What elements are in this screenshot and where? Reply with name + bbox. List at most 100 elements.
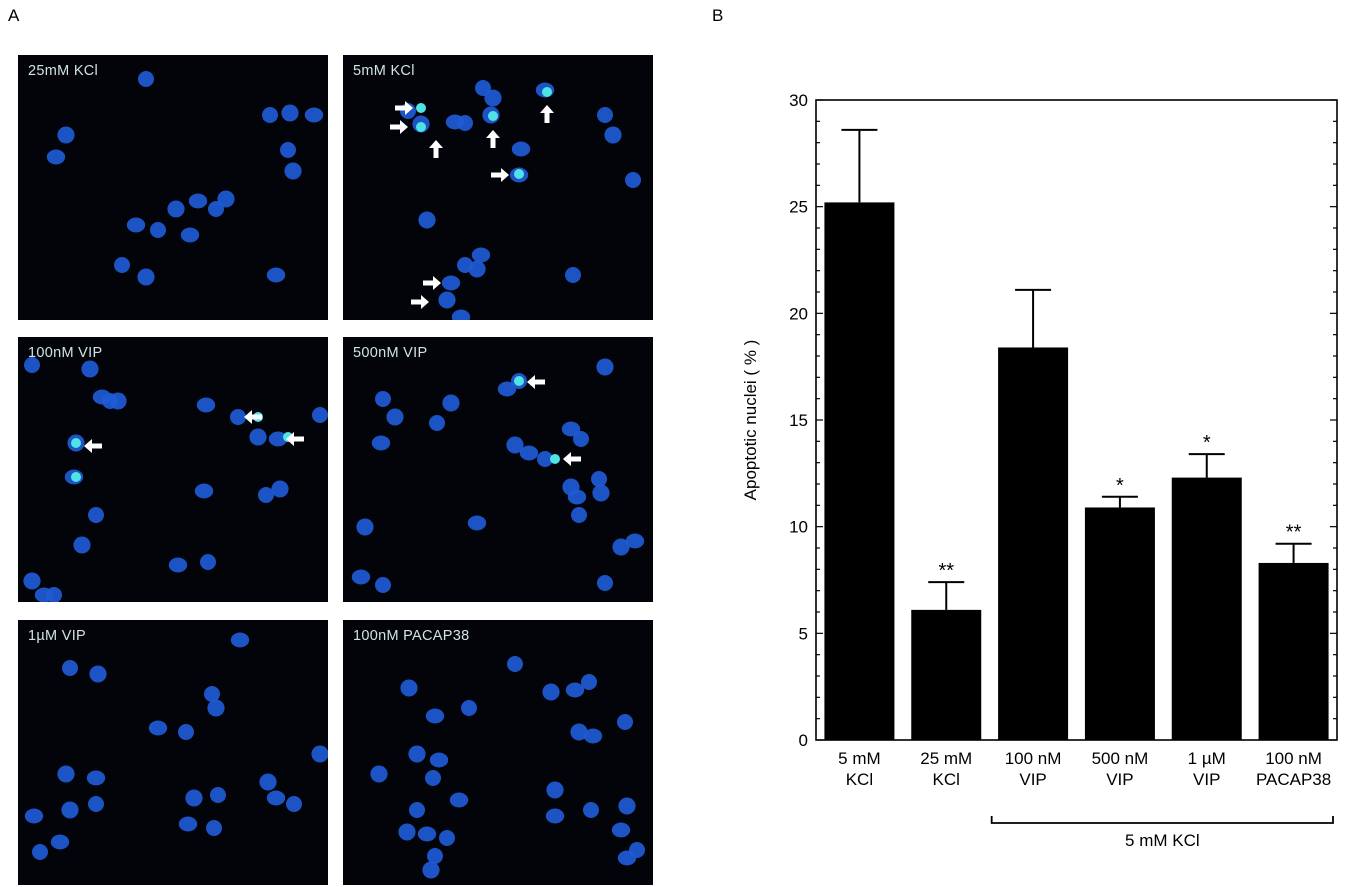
nucleus <box>168 557 188 573</box>
panel-label-b: B <box>712 6 724 25</box>
nucleus <box>194 483 214 499</box>
bar-chart: 0 5 10 15 20 25 30 Apoptotic nuclei ( % ) 5 mM KC… <box>741 91 1338 850</box>
bar <box>824 202 895 740</box>
nucleus <box>61 801 79 819</box>
bar <box>1258 562 1329 740</box>
nucleus <box>148 720 168 736</box>
nucleus <box>611 822 631 838</box>
apoptotic-nucleus <box>71 438 81 448</box>
x-tick-label: 25 mM <box>920 749 972 768</box>
x-tick-label: VIP <box>1106 770 1133 789</box>
nucleus <box>561 421 581 437</box>
micrograph-label: 100nM VIP <box>28 345 103 361</box>
y-tick-label: 0 <box>799 731 808 750</box>
arrow-icon <box>540 105 554 123</box>
nucleus <box>400 679 418 697</box>
micrograph-label: 100nM PACAP38 <box>353 628 470 644</box>
x-tick-label: VIP <box>1019 770 1046 789</box>
arrow-icon <box>411 295 429 309</box>
micrograph-5mm-kcl: 5mM KCl <box>343 55 653 320</box>
nucleus <box>86 770 106 786</box>
x-tick-label: VIP <box>1193 770 1220 789</box>
nucleus <box>196 397 216 413</box>
arrow-icon <box>486 130 500 148</box>
nucleus <box>304 107 324 123</box>
nucleus <box>210 787 226 803</box>
micrograph-cells <box>46 71 324 286</box>
nucleus <box>519 445 539 461</box>
nucleus <box>409 802 425 818</box>
arrow-icon <box>423 276 441 290</box>
nucleus <box>439 830 455 846</box>
nucleus <box>259 773 277 791</box>
nucleus <box>167 200 185 218</box>
arrow-icon <box>429 140 443 158</box>
nucleus <box>206 820 222 836</box>
nucleus <box>73 536 91 554</box>
nucleus <box>612 538 630 556</box>
y-axis-label: Apoptotic nuclei ( % ) <box>741 340 760 501</box>
x-tick-label: 5 mM <box>838 749 881 768</box>
nucleus <box>57 765 75 783</box>
nucleus <box>546 781 564 799</box>
apoptotic-nucleus <box>416 103 426 113</box>
panel-label-a: A <box>8 6 20 25</box>
micrograph-500nm-vip: 500nM VIP <box>343 337 653 602</box>
nucleus <box>484 89 502 107</box>
nucleus <box>625 533 645 549</box>
nucleus <box>461 700 477 716</box>
significance-marker: ** <box>938 560 954 582</box>
nucleus <box>625 172 641 188</box>
significance-marker: * <box>1116 475 1124 497</box>
nucleus <box>62 660 78 676</box>
micrograph-label: 500nM VIP <box>353 345 428 361</box>
nucleus <box>188 193 208 209</box>
bar <box>911 609 982 740</box>
nucleus <box>573 431 589 447</box>
nucleus <box>537 451 553 467</box>
nucleus <box>542 683 560 701</box>
micrograph-25mm-kcl: 25mM KCl <box>18 55 328 320</box>
nucleus <box>567 489 587 505</box>
nucleus <box>583 802 599 818</box>
significance-marker: ** <box>1286 522 1302 544</box>
arrow-icon <box>84 439 102 453</box>
nucleus <box>449 792 469 808</box>
nucleus <box>266 790 286 806</box>
nucleus <box>180 227 200 243</box>
y-tick-label: 25 <box>789 198 808 217</box>
apoptotic-nucleus <box>71 472 81 482</box>
nucleus <box>217 190 235 208</box>
y-tick-label: 15 <box>789 411 808 430</box>
nucleus <box>417 826 437 842</box>
nucleus <box>185 789 203 807</box>
nucleus <box>178 724 194 740</box>
y-tick-label: 10 <box>789 518 808 537</box>
nucleus <box>427 848 443 864</box>
y-tick-label: 5 <box>799 624 808 643</box>
nucleus <box>511 141 531 157</box>
nucleus <box>24 357 40 373</box>
apoptotic-nucleus <box>514 376 524 386</box>
micrograph-100nm-pacap38: 100nM PACAP38 <box>343 620 653 885</box>
nucleus <box>281 104 299 122</box>
nucleus <box>618 797 636 815</box>
nucleus <box>150 222 166 238</box>
nucleus <box>617 714 633 730</box>
micrograph-cells <box>23 357 328 602</box>
nucleus <box>207 699 225 717</box>
nucleus <box>425 708 445 724</box>
nucleus <box>418 211 436 229</box>
arrow-icon <box>244 410 262 424</box>
nucleus <box>109 392 127 410</box>
nucleus <box>114 257 130 273</box>
nucleus <box>375 391 391 407</box>
nucleus <box>408 745 426 763</box>
x-tick-label: 1 µM <box>1188 749 1226 768</box>
nucleus <box>370 765 388 783</box>
nucleus <box>266 267 286 283</box>
nucleus <box>591 471 607 487</box>
nucleus <box>311 745 328 763</box>
apoptotic-nucleus <box>550 454 560 464</box>
apoptotic-nucleus <box>416 122 426 132</box>
